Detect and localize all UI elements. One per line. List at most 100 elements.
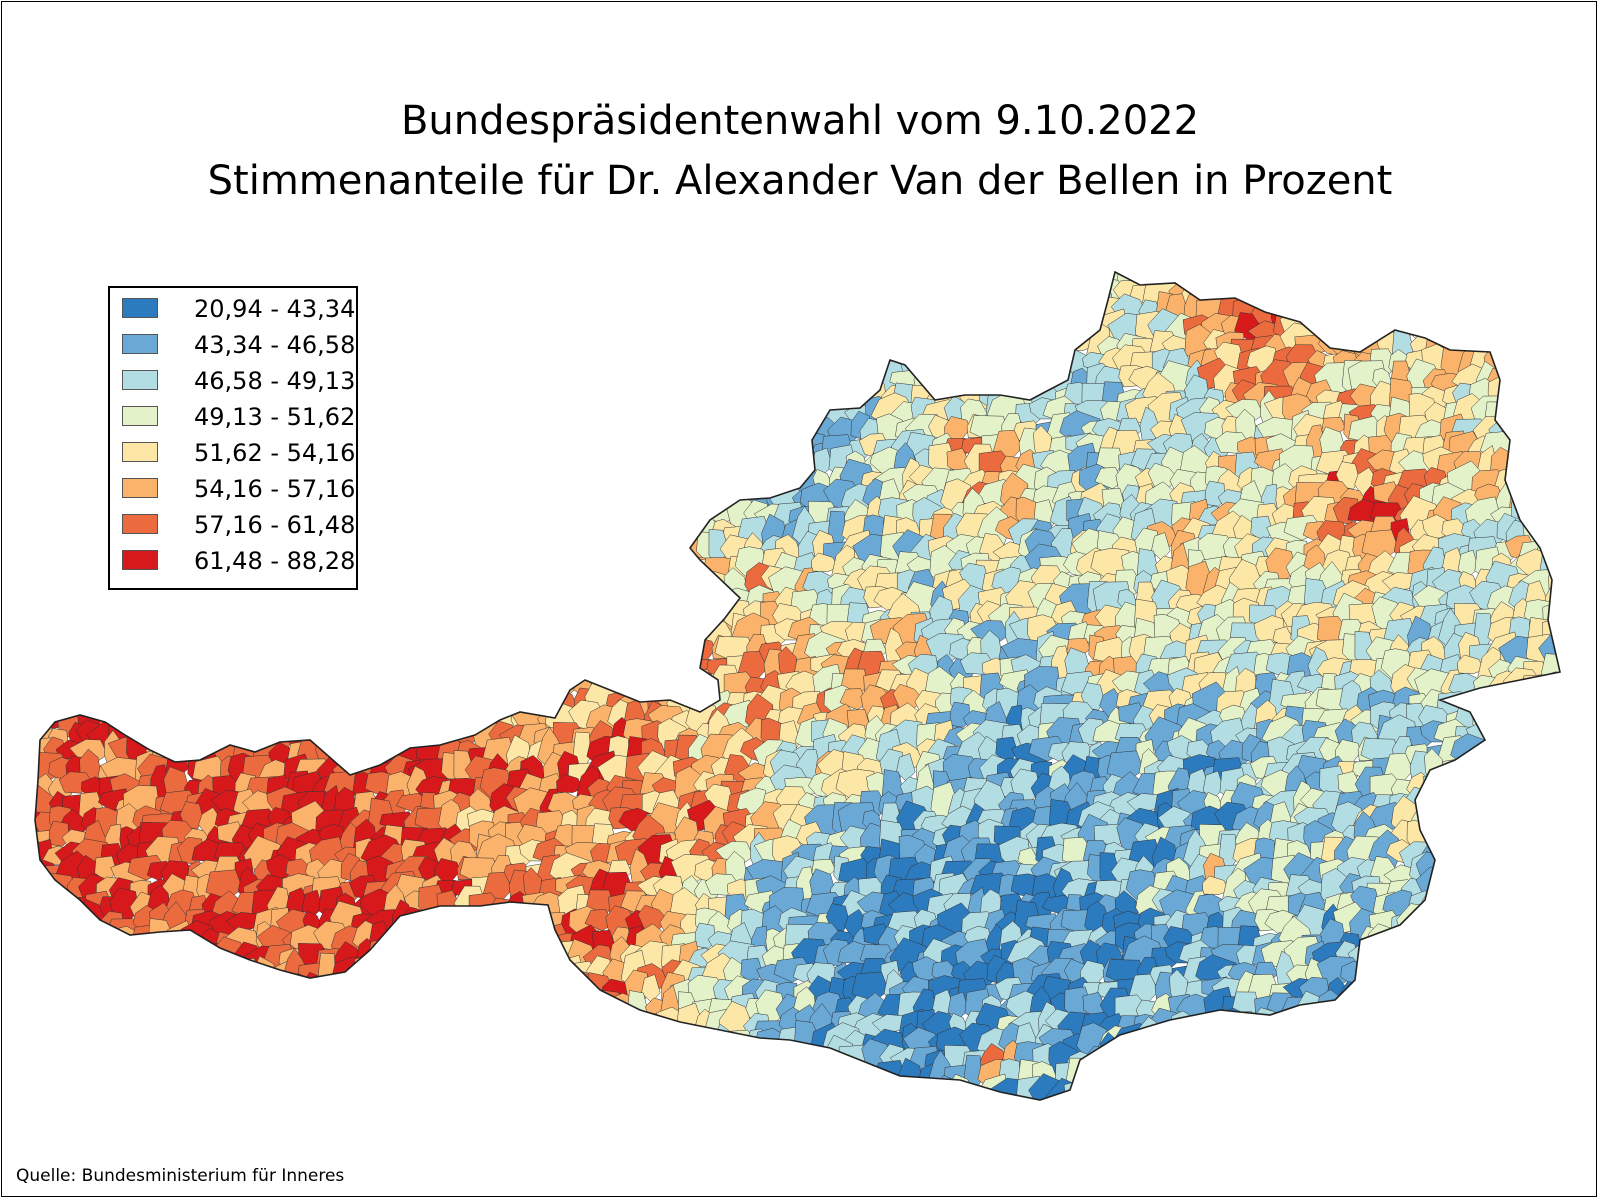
municipality-cell — [1318, 272, 1352, 278]
municipality-cell — [62, 562, 96, 599]
municipality-cell — [1387, 1080, 1418, 1100]
municipality-cell — [446, 479, 486, 511]
municipality-cell — [165, 617, 199, 647]
municipality-cell — [448, 567, 477, 607]
municipality-cell — [9, 731, 34, 752]
municipality-cell — [35, 1057, 59, 1093]
municipality-cell — [35, 272, 43, 280]
municipality-cell — [480, 691, 520, 710]
municipality-cell — [333, 652, 363, 686]
municipality-cell — [403, 1059, 427, 1090]
municipality-cell — [584, 1046, 621, 1074]
municipality-cell — [707, 1079, 741, 1100]
municipality-cell — [96, 272, 124, 289]
municipality-cell — [1287, 1076, 1307, 1100]
municipality-cell — [381, 604, 415, 637]
municipality-cell — [1305, 1026, 1336, 1057]
municipality-cell — [1079, 1056, 1107, 1088]
municipality-cell — [467, 635, 501, 667]
municipality-cell — [826, 314, 860, 347]
municipality-cell — [419, 1037, 445, 1080]
municipality-cell — [297, 1045, 334, 1075]
municipality-cell — [248, 689, 279, 716]
legend-label: 54,16 - 57,16 — [194, 475, 356, 503]
municipality-cell — [167, 693, 196, 714]
municipality-cell — [296, 643, 335, 669]
municipality-cell — [82, 1027, 108, 1058]
municipality-cell — [35, 1012, 53, 1050]
municipality-cell — [191, 700, 231, 732]
municipality-cell — [802, 275, 839, 309]
municipality-cell — [170, 647, 210, 680]
municipality-cell — [1545, 394, 1560, 426]
municipality-cell — [963, 308, 984, 348]
municipality-cell — [1508, 431, 1532, 460]
municipality-cell — [509, 506, 535, 527]
municipality-cell — [35, 273, 42, 317]
municipality-cell — [417, 977, 455, 1008]
municipality-cell — [35, 345, 62, 378]
municipality-cell — [415, 639, 452, 672]
municipality-cell — [1513, 807, 1535, 840]
municipality-cell — [625, 606, 653, 634]
municipality-cell — [989, 325, 1023, 356]
municipality-cell — [1491, 723, 1514, 752]
municipality-cell — [83, 510, 110, 551]
municipality-cell — [1489, 896, 1524, 922]
municipality-cell — [189, 666, 230, 696]
municipality-cell — [405, 426, 430, 464]
municipality-cell — [496, 396, 537, 433]
municipality-cell — [708, 365, 734, 397]
municipality-cell — [1187, 1072, 1212, 1100]
municipality-cell — [277, 1058, 317, 1085]
municipality-cell — [132, 618, 155, 655]
municipality-cell — [82, 454, 109, 484]
municipality-cell — [1536, 503, 1560, 538]
municipality-cell — [213, 688, 242, 720]
municipality-cell — [448, 280, 485, 310]
municipality-cell — [79, 1067, 116, 1089]
municipality-cell — [303, 599, 325, 626]
municipality-cell — [421, 340, 452, 376]
municipality-cell — [280, 1075, 310, 1100]
municipality-cell — [1469, 786, 1506, 820]
municipality-cell — [124, 943, 161, 968]
municipality-cell — [1540, 893, 1560, 920]
municipality-cell — [35, 603, 43, 630]
municipality-cell — [1510, 817, 1534, 848]
municipality-cell — [389, 319, 415, 340]
municipality-cell — [572, 352, 600, 380]
municipality-cell — [1386, 1010, 1414, 1046]
municipality-cell — [737, 310, 776, 342]
municipality-cell — [864, 286, 896, 308]
municipality-cell — [744, 330, 767, 361]
municipality-cell — [1442, 968, 1462, 1006]
municipality-cell — [1255, 1038, 1279, 1069]
municipality-cell — [399, 310, 429, 343]
municipality-cell — [204, 1078, 244, 1100]
municipality-cell — [1426, 296, 1450, 319]
municipality-cell — [1146, 272, 1185, 281]
municipality-cell — [1524, 421, 1560, 443]
municipality-cell — [726, 275, 750, 313]
municipality-cell — [999, 341, 1034, 380]
municipality-cell — [338, 669, 369, 707]
municipality-cell — [659, 1064, 688, 1094]
municipality-cell — [525, 1072, 548, 1100]
municipality-cell — [702, 313, 739, 342]
municipality-cell — [286, 668, 309, 701]
municipality-cell — [438, 992, 465, 1019]
legend-item: 54,16 - 57,16 — [120, 474, 355, 504]
municipality-cell — [1529, 1071, 1551, 1100]
municipality-cell — [641, 1021, 678, 1057]
municipality-cell — [130, 1080, 156, 1100]
municipality-cell — [379, 722, 416, 747]
municipality-cell — [387, 272, 416, 277]
municipality-cell — [369, 394, 393, 426]
municipality-cell — [459, 1045, 482, 1074]
municipality-cell — [163, 1077, 186, 1100]
municipality-cell — [241, 617, 282, 654]
municipality-cell — [637, 412, 677, 439]
municipality-cell — [402, 657, 426, 681]
legend-swatch-5 — [122, 442, 158, 462]
